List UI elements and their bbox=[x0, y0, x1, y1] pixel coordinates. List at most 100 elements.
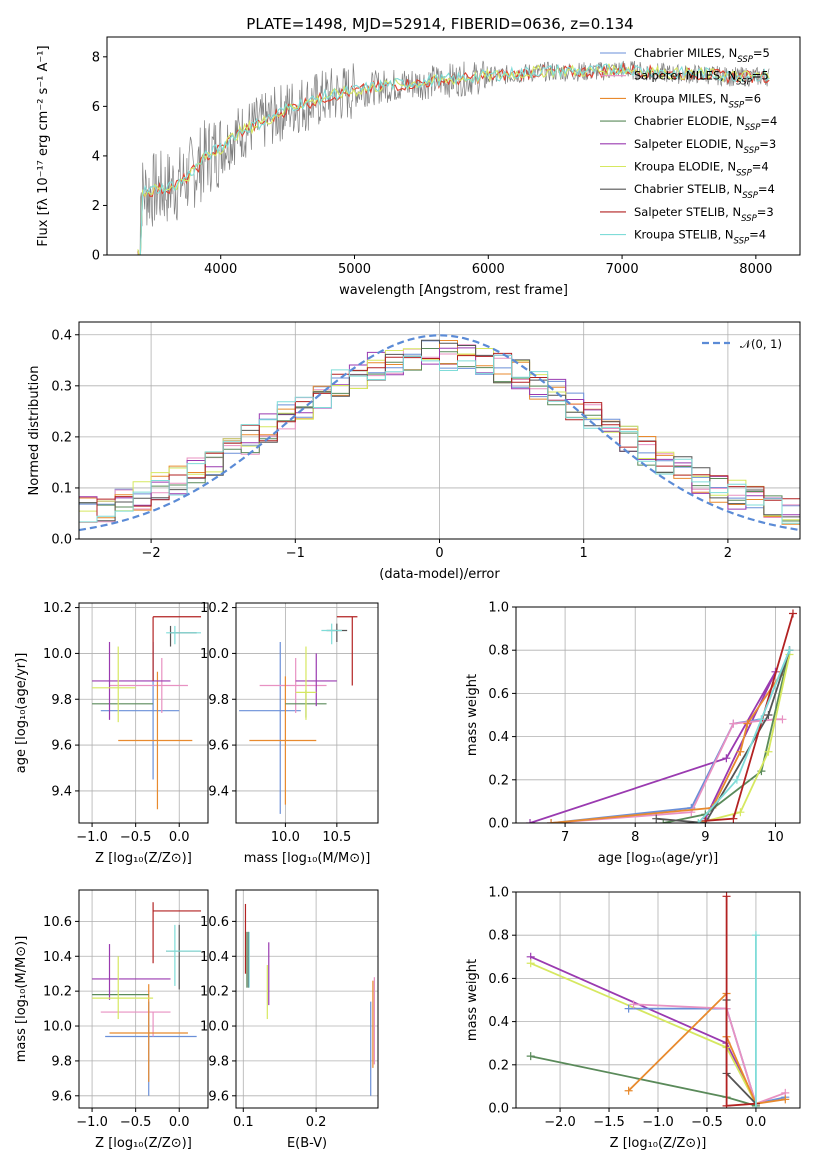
weight-marker-salpeter_stelib bbox=[701, 816, 710, 823]
legend-entry: Salpeter ELODIE, NSSP=3 bbox=[634, 137, 776, 156]
y-tick-label: 10.4 bbox=[43, 950, 72, 965]
weight-marker-kroupa_elodie bbox=[764, 747, 773, 756]
weight-marker-chabrier_elodie bbox=[659, 819, 668, 823]
grid bbox=[79, 603, 208, 823]
weight-marker-kroupa_elodie bbox=[736, 808, 745, 817]
weight-line-salpeter_miles bbox=[633, 1003, 786, 1105]
x-axis-label: wavelength [Angstrom, rest frame] bbox=[339, 283, 568, 298]
figure-title: PLATE=1498, MJD=52914, FIBERID=0636, z=0… bbox=[246, 15, 633, 33]
x-tick-label: 10.5 bbox=[322, 830, 351, 845]
legend-subscript: SSP bbox=[744, 146, 760, 156]
weight-line-kroupa_elodie bbox=[530, 962, 757, 1105]
axes-frame bbox=[515, 606, 801, 824]
legend-entry: Chabrier MILES, NSSP=5 bbox=[634, 46, 770, 65]
x-tick-label: 0.0 bbox=[169, 1115, 190, 1130]
y-tick-label: 1.0 bbox=[488, 886, 509, 901]
grid bbox=[516, 891, 800, 1109]
x-axis-label: mass [log₁₀(M/M⊙)] bbox=[244, 851, 371, 866]
legend-subscript: SSP bbox=[742, 191, 758, 201]
y-tick-label: 10.0 bbox=[43, 1020, 72, 1035]
y-tick-label: 0.6 bbox=[488, 972, 509, 987]
spectrum-model-line bbox=[139, 62, 770, 255]
weight-marker-kroupa_stelib bbox=[751, 1104, 760, 1108]
y-tick-label: 10.0 bbox=[200, 647, 229, 662]
y-tick-label: 2 bbox=[92, 199, 100, 214]
plot-area bbox=[92, 616, 202, 810]
spectrum-data-line bbox=[137, 60, 770, 255]
weight-marker-salpeter_elodie bbox=[526, 819, 535, 823]
y-tick-label: 10.0 bbox=[200, 1020, 229, 1035]
x-tick-label: 0.2 bbox=[306, 1115, 327, 1130]
weight-marker-kroupa_miles bbox=[743, 719, 752, 728]
y-tick-label: 4 bbox=[92, 149, 100, 164]
weight-marker-chabrier_miles bbox=[624, 1004, 633, 1013]
plot-area bbox=[526, 609, 797, 823]
y-tick-label: 10.4 bbox=[200, 950, 229, 965]
legend-subscript: SSP bbox=[729, 100, 745, 110]
x-tick-label: −1.0 bbox=[642, 1115, 674, 1130]
axes-frame bbox=[78, 889, 209, 1109]
y-tick-label: 0.4 bbox=[488, 1015, 509, 1030]
weight-line-chabrier_elodie bbox=[663, 649, 791, 823]
y-tick-label: 9.8 bbox=[208, 1054, 229, 1069]
x-tick-label: −1.5 bbox=[593, 1115, 625, 1130]
weight-marker-kroupa_miles bbox=[781, 1095, 790, 1104]
y-axis-label: mass [log₁₀(M/M⊙)] bbox=[14, 936, 29, 1063]
axes-frame bbox=[235, 602, 379, 824]
axes-frame bbox=[106, 36, 801, 256]
weight-marker-chabrier_elodie bbox=[526, 1052, 535, 1061]
legend-subscript: SSP bbox=[734, 237, 750, 247]
y-tick-label: 0.2 bbox=[488, 1058, 509, 1073]
weight-line-kroupa_miles bbox=[551, 671, 784, 823]
y-tick-label: 9.6 bbox=[208, 739, 229, 754]
x-tick-label: −2.0 bbox=[544, 1115, 576, 1130]
weight-marker-kroupa_stelib bbox=[694, 819, 703, 823]
y-tick-label: 9.8 bbox=[208, 693, 229, 708]
weight-marker-salpeter_stelib bbox=[722, 1101, 731, 1108]
y-tick-label: 0.8 bbox=[488, 929, 509, 944]
weight-marker-salpeter_elodie bbox=[722, 754, 731, 763]
weight-marker-salpeter_stelib bbox=[788, 609, 797, 618]
legend-entry: Kroupa STELIB, NSSP=4 bbox=[634, 228, 766, 247]
weight-marker-kroupa_elodie bbox=[526, 959, 535, 968]
y-tick-label: 0.1 bbox=[51, 481, 72, 496]
legend: 𝒩(0, 1) bbox=[702, 337, 782, 351]
legend-subscript: SSP bbox=[736, 169, 752, 179]
weight-line-chabrier_stelib bbox=[656, 649, 791, 823]
weight-marker-kroupa_stelib bbox=[732, 775, 741, 784]
x-tick-label: 9 bbox=[701, 830, 709, 845]
weight-marker-salpeter_miles bbox=[778, 715, 787, 724]
x-axis-label: Z [log₁₀(Z/Z⊙)] bbox=[95, 851, 192, 866]
grid bbox=[236, 603, 378, 823]
x-tick-label: 1 bbox=[580, 546, 588, 561]
weight-line-kroupa_stelib bbox=[697, 649, 791, 823]
weight-marker-kroupa_stelib bbox=[757, 715, 766, 724]
panel-weight-vs-z: −2.0 −1.5 −1.0 −0.5 0.0 0.0 0.2 0.4 0.6 0.8 1.0 Z [… bbox=[465, 886, 801, 1151]
x-axis-label: age [log₁₀(age/yr)] bbox=[598, 851, 719, 866]
x-tick-label: 2 bbox=[724, 546, 732, 561]
y-tick-label: 0.0 bbox=[488, 817, 509, 832]
plot-area bbox=[244, 903, 375, 1096]
y-tick-label: 8 bbox=[92, 50, 100, 65]
weight-marker-chabrier_stelib bbox=[764, 711, 773, 719]
y-tick-label: 9.6 bbox=[51, 739, 72, 754]
panel-mass-vs-ebv: 0.1 0.2 9.6 9.8 10.0 10.2 10.4 10.6 E(B-V) bbox=[200, 889, 379, 1151]
weight-marker-salpeter_stelib bbox=[729, 814, 738, 823]
y-tick-label: 0.4 bbox=[51, 328, 72, 343]
legend-entry: Kroupa MILES, NSSP=6 bbox=[634, 91, 761, 110]
normal-curve bbox=[79, 334, 800, 532]
panel-mass-vs-z: −1.0 −0.5 0.0 9.6 9.8 10.0 10.2 10.4 10.6 Z [log₁… bbox=[14, 889, 209, 1151]
panel-age-vs-mass: 10.0 10.5 9.4 9.6 9.8 10.0 10.2 mass [log₁₀(M/M… bbox=[200, 601, 379, 866]
x-tick-label: 0.1 bbox=[233, 1115, 254, 1130]
y-tick-label: 0.2 bbox=[488, 773, 509, 788]
x-tick-label: 0.0 bbox=[746, 1115, 767, 1130]
x-axis-label: (data-model)/error bbox=[379, 567, 500, 582]
y-axis-label: Normed distribution bbox=[27, 366, 42, 496]
residual-histogram-kroupa_stelib bbox=[79, 354, 800, 524]
x-tick-label: −2 bbox=[142, 546, 161, 561]
y-tick-label: 10.2 bbox=[43, 985, 72, 1000]
